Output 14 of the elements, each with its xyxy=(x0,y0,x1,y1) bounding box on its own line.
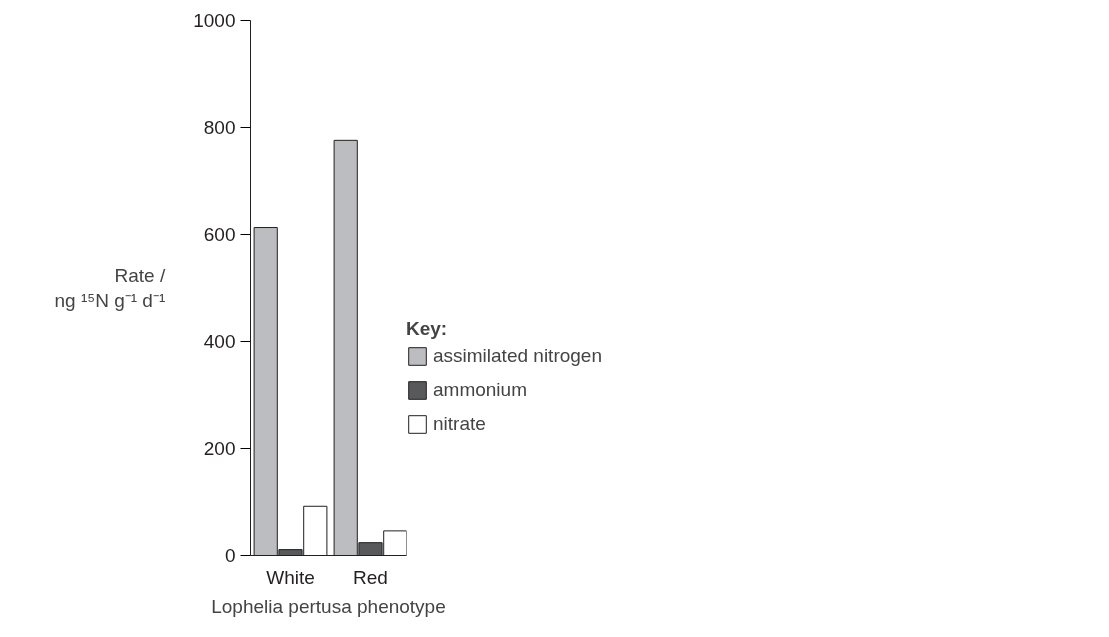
y-tick-label: 1000 xyxy=(193,10,236,31)
legend-title: Key: xyxy=(406,318,449,340)
y-tick-label: 600 xyxy=(203,224,236,245)
legend-label: ammonium xyxy=(433,379,527,401)
legend-label: assimilated nitrogen xyxy=(433,345,602,367)
y-tick-label: 200 xyxy=(203,438,236,459)
y-axis-title: Rate / ng ¹⁵N g⁻¹ d⁻¹ xyxy=(54,264,166,312)
x-tick-label: Red xyxy=(353,566,388,588)
y-tick-label: 0 xyxy=(224,545,236,566)
x-tick-label: White xyxy=(266,566,315,588)
y-tick-label: 800 xyxy=(203,117,236,138)
legend-label: nitrate xyxy=(433,413,486,435)
x-axis-title: Lophelia pertusa phenotype xyxy=(211,595,446,617)
y-tick-label: 400 xyxy=(203,331,236,352)
